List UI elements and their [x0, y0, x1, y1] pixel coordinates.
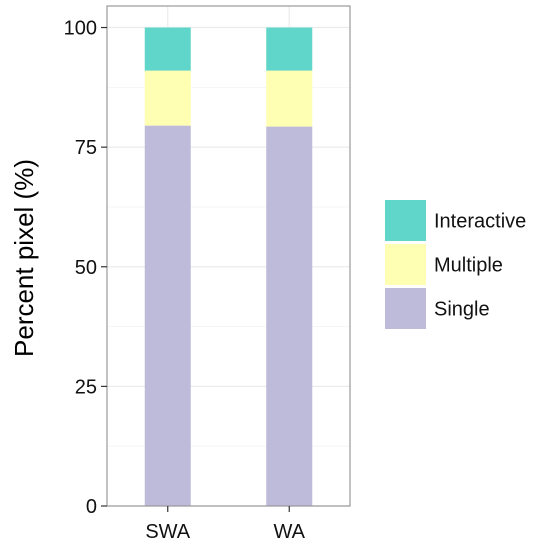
- bars-layer: [144, 27, 313, 507]
- x-tick-label: WA: [274, 521, 306, 543]
- legend-key-interactive: [385, 200, 426, 241]
- bar-single-wa: [266, 126, 313, 507]
- y-axis-label: Percent pixel (%): [9, 159, 39, 357]
- y-tick-label: 75: [75, 137, 97, 159]
- legend-key-multiple: [385, 244, 426, 285]
- y-tick-label: 0: [86, 496, 97, 518]
- legend-key-single: [385, 288, 426, 329]
- bar-multiple-wa: [266, 70, 313, 127]
- legend: Interactive Multiple Single: [385, 200, 526, 329]
- legend-label-multiple: Multiple: [434, 255, 503, 277]
- bar-single-swa: [144, 125, 191, 507]
- bar-interactive-wa: [266, 27, 313, 71]
- y-tick-label: 25: [75, 376, 97, 398]
- y-tick-label: 100: [64, 18, 97, 40]
- bar-multiple-swa: [144, 70, 191, 126]
- plot-panel-border: [106, 5, 351, 507]
- x-tick-label: SWA: [145, 521, 190, 543]
- axis-layer: 0 25 50 75 100 SWA WA: [64, 18, 306, 543]
- grid-layer: [107, 6, 350, 507]
- legend-label-single: Single: [434, 299, 490, 321]
- legend-label-interactive: Interactive: [434, 211, 526, 233]
- y-tick-label: 50: [75, 257, 97, 279]
- bar-interactive-swa: [144, 27, 191, 71]
